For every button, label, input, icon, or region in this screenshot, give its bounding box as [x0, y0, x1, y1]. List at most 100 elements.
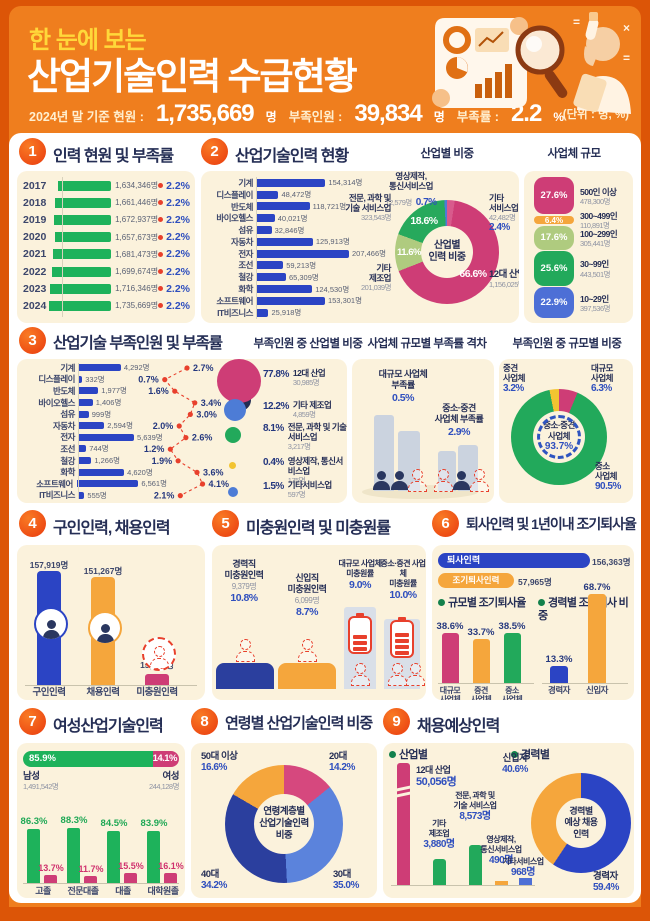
male-pct: 84.5%: [100, 817, 128, 829]
industry-label: 소프트웨어: [36, 478, 73, 489]
new-podium: [278, 663, 336, 689]
worker-icon: [452, 471, 470, 490]
shortage-rate: 2.2%: [158, 283, 190, 295]
prof-science-label: 전문, 과학 및 기술 서비스업 8,573명: [453, 791, 497, 822]
size-segment-label: 300~499인 110,891명: [580, 211, 632, 230]
rate-label: 0.7%: [138, 375, 159, 385]
green-dot-icon: [511, 751, 518, 758]
early-turnover-label: 중소 사업체: [492, 686, 532, 700]
vacancy-icon: [236, 639, 255, 662]
section6-badge: 6: [432, 510, 459, 537]
section4-title: 구인인력, 채용인력: [53, 520, 171, 537]
early-turnover-bar: [588, 593, 606, 683]
label-line: 사업체: [501, 695, 523, 700]
bubble-text: 12대 산업 30,985명: [293, 368, 326, 387]
company-size-subtitle: 사업체 규모: [547, 148, 601, 160]
shortage-row: 조선 744명: [17, 443, 167, 455]
size-name: 10~29인: [580, 293, 609, 304]
rate-label: 3.0%: [196, 409, 217, 419]
industry-label: 화학: [60, 467, 75, 478]
industry-label: 반도체: [231, 201, 253, 212]
section8-badge: 8: [191, 708, 218, 735]
industry-value: 65,309명: [288, 272, 319, 282]
bubble-label: 12.2% 기타 제조업 4,859명: [263, 400, 347, 419]
industry-row: 철강 65,309명: [201, 271, 401, 283]
shortage-bar: [79, 399, 93, 407]
industry-bar: [257, 308, 269, 317]
large-company-label: 대규모 사업체 6.3%: [591, 363, 613, 395]
shortage-row: 전자 5,639명: [17, 432, 167, 444]
industry-row: 반도체 118,721명: [201, 201, 401, 213]
bubble-text: 영상제작, 통신서비스업 175명: [288, 456, 347, 485]
rate-label: 1.2%: [144, 444, 165, 454]
svg-text:=: =: [623, 51, 630, 65]
shortage-value: 6,561명: [141, 479, 167, 489]
industry-value: 153,301명: [327, 296, 362, 306]
hires-icon: [88, 611, 122, 645]
stat2-label: 부족인원 :: [288, 110, 343, 124]
headcount-bar: [53, 249, 112, 260]
early-turnover-label: 대규모 사업체: [432, 686, 470, 700]
section2-title: 산업기술인력 현황: [235, 148, 349, 165]
size-segment: 27.6%: [534, 177, 574, 215]
red-dot-icon: [158, 286, 164, 292]
unfilled-bar: [145, 674, 169, 685]
section3-title: 산업기술 부족인원 및 부족률: [53, 335, 223, 352]
other-services-label: 기타서비스업 968명: [502, 857, 544, 878]
size-name: 300~499인: [580, 211, 618, 222]
seg-pct: 66.6%: [459, 268, 487, 280]
rate-dot: [175, 458, 181, 464]
section9-title: 채용예상인력: [417, 718, 500, 735]
rate-dot: [194, 469, 200, 475]
sme-unfilled-label: 중소·중견 사업체 미충원률 10.0%: [380, 559, 426, 601]
pretitle: 한 눈에 보는: [29, 27, 147, 54]
education-label: 고졸: [35, 886, 51, 896]
female-panel: 85.9% 14.1% 남성 1,491,542명 여성 244,128명 86…: [17, 743, 185, 898]
section1-title: 인력 현원 및 부족률: [53, 148, 174, 165]
video-telecom-label: 영상제작, 통신서비스업 490명: [480, 835, 522, 866]
axis-line: [78, 363, 79, 499]
industry-bar: [257, 237, 313, 246]
female-pct: 13.7%: [38, 862, 64, 873]
shortage-row: 자동차 2,594명: [17, 420, 167, 432]
male-label: 남성 1,491,542명: [23, 771, 59, 792]
rate-dot: [184, 365, 190, 371]
shortage-rate-value: 2.2%: [166, 213, 190, 226]
header-stats: 2024년 말 기준 현원 :1,735,669 명 부족인원 :39,834 명 …: [29, 100, 564, 128]
bubble-pct: 8.1%: [263, 423, 284, 434]
label-line: 중견: [474, 686, 488, 695]
other-services-label: 기타 서비스업 42,482명 2.4%: [489, 193, 519, 234]
turnover-total-value: 156,363명: [592, 557, 631, 567]
year-label: 2019: [23, 213, 47, 226]
axis-line: [391, 885, 535, 886]
headcount-row: 2021 1,681,473명 2.2%: [17, 246, 195, 263]
headcount-value: 1,634,346명: [115, 181, 159, 191]
rate-label: 3.6%: [203, 467, 224, 477]
early-turnover-bar: [550, 665, 568, 683]
other-mfg-label: 기타 제조업 201,039명: [360, 263, 392, 293]
shortage-bar: [79, 445, 87, 453]
shortage-rate: 2.2%: [158, 266, 190, 278]
share-bubble: [229, 462, 236, 469]
shortage-rate: 2.2%: [158, 180, 190, 192]
share-bubble: [228, 487, 238, 497]
female-pct: 15.5%: [118, 861, 144, 872]
male-pct: 83.9%: [140, 817, 168, 829]
axis-line: [256, 177, 257, 319]
shortage-value: 1,266명: [94, 456, 121, 466]
experienced-label: 경력자 59.4%: [593, 871, 619, 894]
industry-value: 59,213명: [286, 260, 317, 270]
industry-value: 124,530명: [315, 284, 350, 294]
seg-pct: 18.6%: [410, 215, 438, 227]
turnover-total-bar: 퇴사인력: [438, 553, 590, 568]
red-dot-icon: [158, 269, 164, 275]
turnover-panel: 퇴사인력 156,363명 조기퇴사인력 57,965명 규모별 조기퇴사율 경…: [432, 545, 634, 700]
bubble-value: 4,859명: [292, 409, 316, 419]
section5-badge: 5: [212, 510, 239, 537]
size-gap-subtitle: 사업체 규모별 부족률 격차: [367, 338, 487, 350]
bubble-label: 0.4% 영상제작, 통신서비스업 175명: [263, 456, 347, 485]
industry-label: 섬유: [238, 225, 253, 236]
stat2-unit: 명: [433, 110, 445, 124]
shortage-rate: 2.2%: [158, 300, 190, 312]
